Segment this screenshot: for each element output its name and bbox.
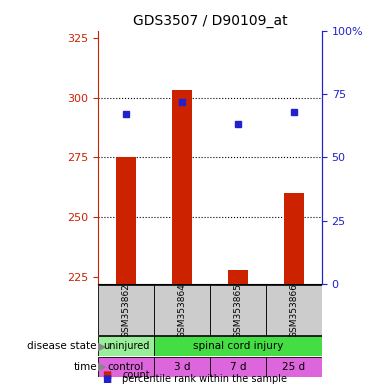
- Text: 25 d: 25 d: [282, 362, 306, 372]
- Text: ■: ■: [102, 374, 111, 384]
- Text: 7 d: 7 d: [230, 362, 246, 372]
- FancyBboxPatch shape: [98, 357, 154, 377]
- FancyBboxPatch shape: [266, 357, 322, 377]
- FancyBboxPatch shape: [98, 336, 154, 356]
- Bar: [116, 157, 136, 284]
- FancyBboxPatch shape: [98, 285, 154, 336]
- Text: uninjured: uninjured: [103, 341, 149, 351]
- Text: GSM353865: GSM353865: [233, 283, 242, 338]
- FancyBboxPatch shape: [154, 336, 322, 356]
- Bar: [228, 270, 248, 284]
- Title: GDS3507 / D90109_at: GDS3507 / D90109_at: [133, 14, 287, 28]
- Text: ▶: ▶: [98, 341, 106, 351]
- Text: GSM353862: GSM353862: [121, 283, 131, 338]
- Text: GSM353866: GSM353866: [289, 283, 299, 338]
- Text: control: control: [108, 362, 144, 372]
- Text: 3 d: 3 d: [174, 362, 190, 372]
- FancyBboxPatch shape: [210, 285, 266, 336]
- Bar: [284, 193, 304, 284]
- FancyBboxPatch shape: [154, 357, 210, 377]
- Text: ■: ■: [102, 370, 111, 380]
- FancyBboxPatch shape: [154, 285, 210, 336]
- Text: GSM353864: GSM353864: [178, 283, 186, 338]
- FancyBboxPatch shape: [266, 285, 322, 336]
- Text: ▶: ▶: [98, 362, 106, 372]
- Bar: [172, 91, 192, 284]
- Text: percentile rank within the sample: percentile rank within the sample: [122, 374, 287, 384]
- Text: time: time: [73, 362, 97, 372]
- Text: disease state: disease state: [27, 341, 97, 351]
- FancyBboxPatch shape: [210, 357, 266, 377]
- Text: spinal cord injury: spinal cord injury: [193, 341, 283, 351]
- Text: count: count: [122, 370, 150, 380]
